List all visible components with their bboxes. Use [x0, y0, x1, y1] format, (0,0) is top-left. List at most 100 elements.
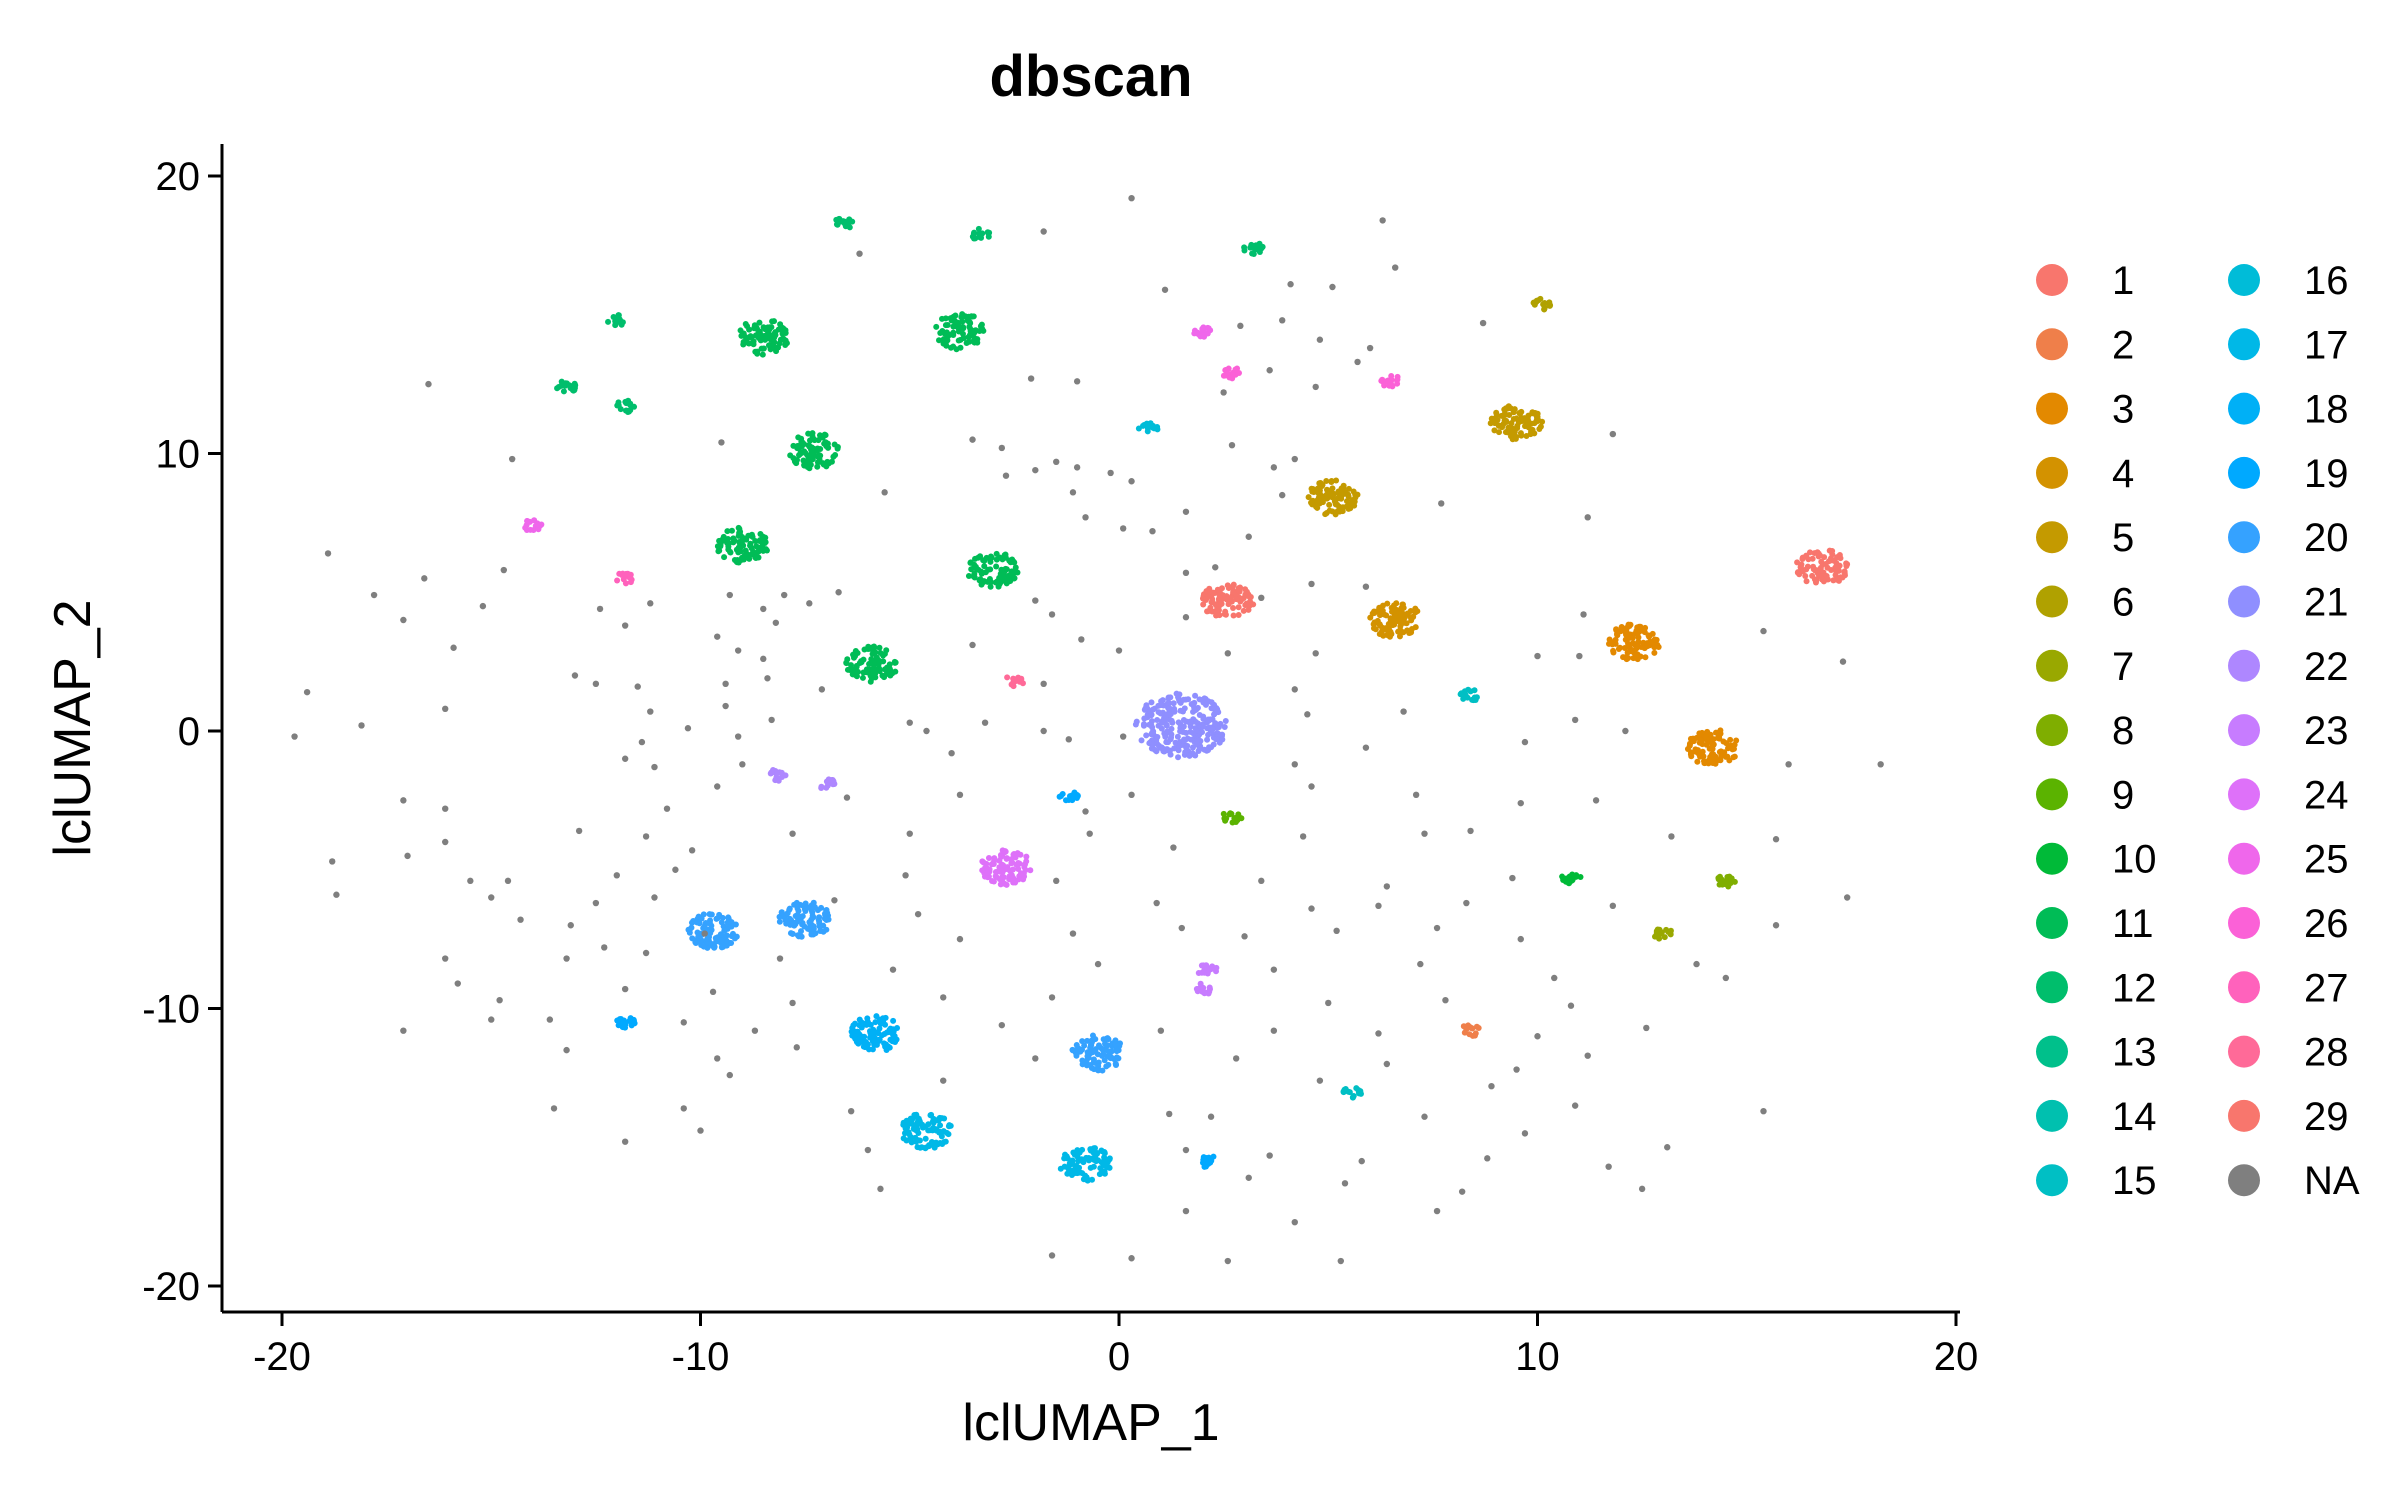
legend-label-21: 21 [2304, 581, 2349, 625]
point-na [504, 877, 512, 885]
point [1836, 562, 1843, 569]
point-na [550, 1105, 558, 1112]
point [1625, 640, 1632, 647]
point [1528, 420, 1535, 427]
point [1247, 244, 1254, 251]
point [883, 647, 890, 654]
point [984, 874, 991, 881]
point [1722, 878, 1729, 885]
point [1090, 1048, 1097, 1055]
point-na [1392, 264, 1399, 271]
point [908, 1134, 915, 1141]
legend-key-16 [2228, 264, 2260, 296]
legend-label-29: 29 [2304, 1095, 2349, 1139]
cluster-11-blob [737, 318, 790, 358]
point [1149, 729, 1156, 736]
point [998, 862, 1005, 869]
point-na [948, 750, 955, 757]
point [1066, 793, 1073, 800]
point-na [1073, 378, 1081, 385]
point [713, 915, 720, 922]
point [890, 1026, 897, 1033]
point-na [734, 733, 742, 740]
point [950, 329, 957, 336]
x-axis-title: lclUMAP_1 [962, 1394, 1219, 1452]
point [1376, 621, 1383, 628]
point-na [647, 600, 654, 607]
point-na [1433, 924, 1441, 932]
point [1200, 699, 1207, 706]
point [972, 555, 979, 562]
point [735, 524, 742, 531]
point [1154, 716, 1161, 723]
point-na [1584, 514, 1591, 521]
point [1408, 625, 1415, 632]
cluster-3-blob [1605, 621, 1662, 663]
legend-label-26: 26 [2304, 902, 2349, 946]
point [875, 1038, 882, 1045]
point [1521, 415, 1528, 422]
point [863, 666, 870, 673]
point-na [500, 566, 508, 574]
point [1815, 550, 1822, 557]
point [1696, 730, 1703, 737]
point [1794, 569, 1801, 576]
point [756, 319, 763, 326]
point [1615, 646, 1622, 653]
point [748, 334, 755, 341]
point [717, 931, 724, 938]
point [821, 910, 828, 917]
point [971, 327, 978, 334]
point-na [1622, 727, 1629, 735]
point-na [1609, 902, 1617, 910]
cluster-10-blob [1559, 871, 1584, 887]
legend-key-12 [2036, 971, 2068, 1004]
point [853, 663, 860, 670]
point [809, 909, 816, 916]
point-na [722, 680, 729, 688]
legend-label-23: 23 [2304, 709, 2349, 753]
point [1062, 1151, 1069, 1158]
point-na [421, 575, 428, 582]
point [1208, 1157, 1215, 1164]
point-na [546, 1016, 554, 1023]
point [1199, 325, 1206, 332]
point [1399, 609, 1406, 616]
point [771, 318, 778, 325]
point-na [714, 1055, 721, 1062]
legend: 1234567891011121314151617181920212223242… [2036, 259, 2360, 1203]
point [999, 567, 1006, 574]
point [1073, 1041, 1080, 1048]
point [987, 566, 994, 573]
point [1352, 491, 1359, 498]
y-tick-label: 10 [156, 433, 201, 477]
point [1799, 555, 1806, 562]
point [797, 450, 804, 457]
legend-key-13 [2036, 1035, 2068, 1068]
point [979, 858, 986, 865]
point [1385, 620, 1392, 627]
point [1171, 705, 1178, 712]
point [1716, 873, 1723, 880]
point [1623, 628, 1630, 635]
point [1006, 557, 1013, 564]
point [1174, 733, 1181, 740]
point [1725, 745, 1732, 752]
point [1355, 1088, 1362, 1095]
point [886, 661, 893, 668]
point [1235, 604, 1242, 611]
point [794, 918, 801, 925]
point [1610, 647, 1617, 654]
point [830, 453, 837, 460]
point [1010, 866, 1017, 873]
point [1138, 737, 1145, 744]
cluster-12-blob [614, 397, 638, 415]
point-na [1170, 844, 1177, 851]
point [1496, 429, 1503, 436]
point [744, 551, 751, 558]
point [1396, 633, 1403, 640]
cluster-16-blob [1135, 420, 1161, 435]
point [758, 332, 765, 339]
point [1379, 602, 1386, 609]
